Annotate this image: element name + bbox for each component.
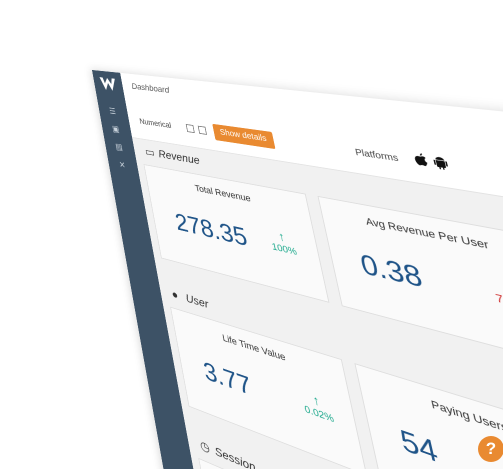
user-icon: ● — [170, 286, 180, 302]
sidebar: ☰ ▣ ▤ ✕ — [92, 70, 209, 469]
platforms-label: Platforms — [354, 147, 400, 165]
section-title-revenue: ▭ Revenue — [144, 145, 201, 168]
monitor-icon[interactable]: ▣ — [111, 124, 121, 135]
section-title-text: User — [184, 290, 210, 311]
clock-icon: ◷ — [198, 437, 211, 456]
numerical-label: Numerical — [138, 117, 173, 131]
menu-icon[interactable]: ☰ — [108, 106, 117, 117]
dashboard-app: ☰ ▣ ▤ ✕ Dashboard Test ▾ Numerical Show … — [92, 70, 503, 469]
dashboard-icon[interactable]: ▤ — [114, 142, 124, 153]
cash-icon: ▭ — [144, 144, 156, 159]
metric-trend: ↓ 7.8% — [475, 272, 503, 315]
tools-icon[interactable]: ✕ — [118, 160, 127, 171]
grid-view-icon[interactable] — [185, 124, 195, 134]
metric-value: 0.38 — [357, 248, 426, 295]
section-title-text: Session — [213, 443, 257, 469]
section-title-text: Revenue — [157, 147, 201, 167]
metric-card[interactable]: Avg Revenue Per User 0.38 ↓ 7.8% — [317, 195, 503, 368]
metric-card[interactable]: Total Revenue 278.35 ↑ 100% — [143, 164, 330, 303]
android-icon[interactable] — [432, 155, 449, 171]
metric-title: Life Time Value — [221, 332, 287, 364]
metric-trend: ↑ 100% — [259, 226, 308, 261]
show-details-button[interactable]: Show details — [212, 123, 276, 150]
metric-change-percent: 7.8% — [494, 292, 503, 313]
metric-value: 3.77 — [201, 356, 254, 402]
apple-icon[interactable] — [413, 152, 429, 167]
app-logo-icon[interactable] — [98, 75, 119, 95]
section-title-user: ● User — [171, 287, 210, 311]
list-view-icon[interactable] — [197, 125, 207, 135]
metric-value: 278.35 — [173, 208, 250, 253]
metric-title: Avg Revenue Per User — [364, 216, 491, 252]
metric-value: 54 — [397, 423, 442, 469]
help-button[interactable]: ? — [478, 436, 503, 462]
breadcrumb[interactable]: Dashboard — [130, 81, 171, 96]
dashboard-content: ▭ Revenue Total Revenue 278.35 ↑ 100% Avg Reve… — [132, 137, 503, 469]
metric-trend: ↑ 0.02% — [292, 386, 344, 429]
metric-title: Total Revenue — [194, 183, 252, 205]
